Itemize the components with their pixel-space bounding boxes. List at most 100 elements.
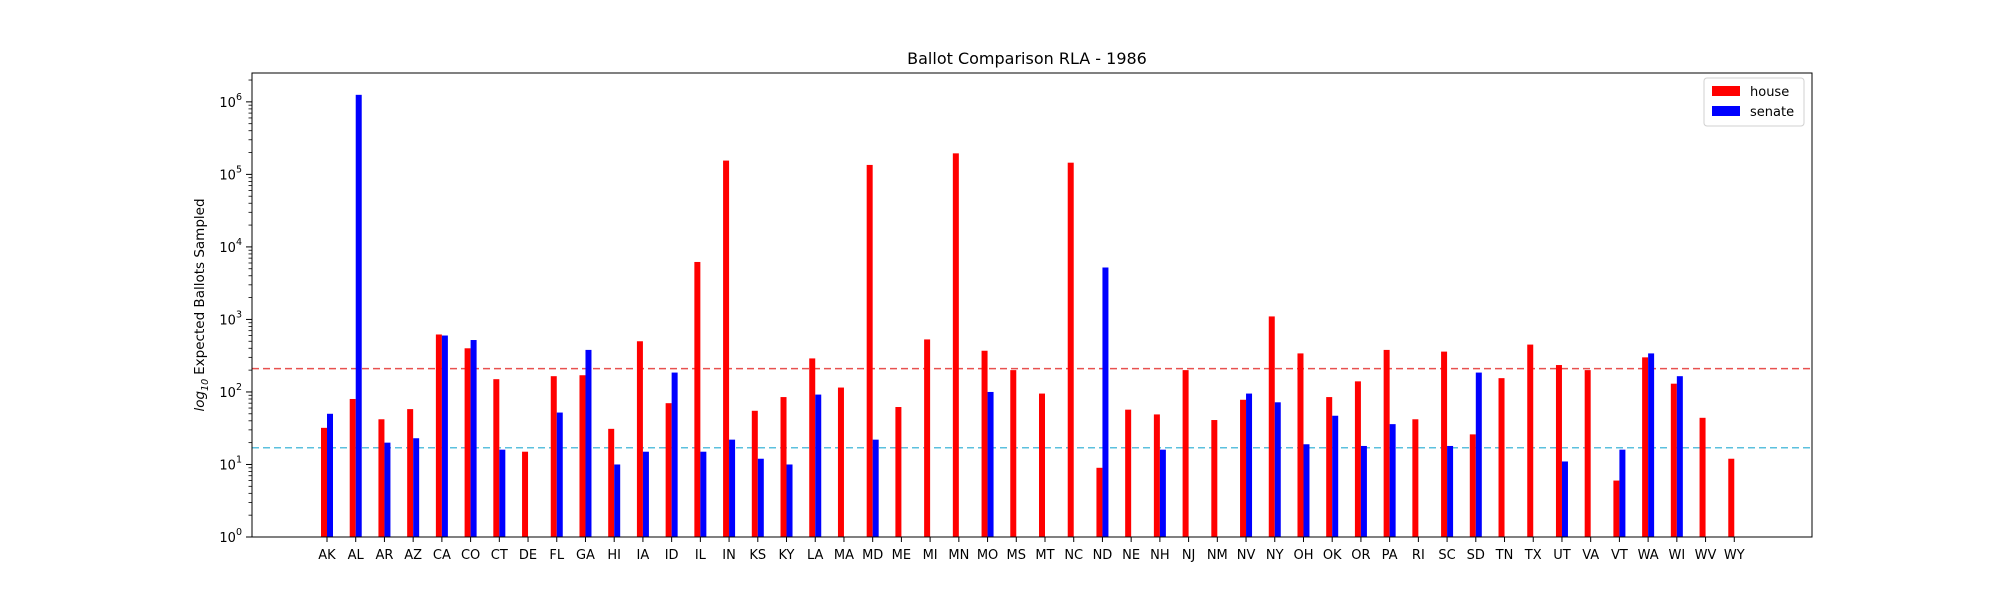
x-tick-label: SC — [1438, 548, 1455, 563]
x-tick-label: NH — [1150, 548, 1170, 563]
house-bar — [493, 379, 500, 537]
y-tick-label: 102 — [219, 382, 242, 401]
house-bar — [435, 334, 442, 537]
senate-bar — [499, 449, 506, 537]
house-bar — [780, 397, 787, 537]
x-tick-label: CO — [461, 548, 480, 563]
x-tick-label: IA — [637, 548, 650, 563]
legend-swatch-house — [1712, 86, 1740, 96]
x-tick-label: WY — [1724, 548, 1745, 563]
house-bar — [981, 350, 988, 537]
x-tick-label: IN — [722, 548, 736, 563]
y-tick-label: 104 — [219, 237, 242, 256]
x-tick-label: TN — [1495, 548, 1514, 563]
house-bar — [895, 407, 902, 537]
house-bar — [1153, 414, 1160, 537]
house-bar — [866, 164, 873, 538]
x-tick-label: VT — [1611, 548, 1628, 563]
x-tick-label: WV — [1695, 548, 1717, 563]
senate-bar — [585, 349, 592, 537]
house-bar — [1240, 399, 1247, 537]
house-bar — [321, 427, 327, 537]
senate-bar — [1332, 415, 1339, 537]
house-bar — [1326, 397, 1333, 537]
senate-bar — [1676, 376, 1683, 537]
senate-bar — [556, 412, 563, 537]
x-tick-label: ME — [892, 548, 911, 563]
x-tick-label: NE — [1122, 548, 1140, 563]
x-tick-label: CT — [491, 548, 508, 563]
x-tick-label: KY — [779, 548, 795, 563]
house-bar — [1354, 381, 1361, 537]
x-tick-label: NM — [1207, 548, 1228, 563]
x-tick-label: UT — [1553, 548, 1571, 563]
legend-label-senate: senate — [1750, 105, 1794, 120]
house-bar — [378, 419, 385, 537]
senate-bar — [1246, 393, 1253, 537]
x-tick-label: IL — [695, 548, 707, 563]
x-tick-label: GA — [576, 548, 595, 563]
house-bar — [1642, 357, 1649, 537]
x-tick-label: MT — [1035, 548, 1054, 563]
senate-bar — [1159, 449, 1166, 537]
house-bar — [837, 387, 844, 537]
senate-bar — [786, 464, 793, 537]
house-bar — [1067, 162, 1074, 537]
house-bar — [809, 358, 816, 537]
x-tick-label: PA — [1382, 548, 1398, 563]
x-tick-label: WA — [1638, 548, 1659, 563]
house-bar — [1555, 365, 1562, 537]
house-bar — [407, 409, 414, 537]
senate-bar — [1274, 402, 1281, 537]
x-tick-label: AZ — [404, 548, 422, 563]
x-tick-label: VA — [1582, 548, 1599, 563]
house-bar — [1412, 419, 1419, 537]
y-tick-label: 101 — [219, 454, 242, 473]
y-tick-label: 100 — [219, 527, 242, 546]
senate-bar — [355, 94, 362, 538]
house-bar — [751, 410, 758, 537]
senate-bar — [441, 335, 448, 537]
x-tick-label: NV — [1237, 548, 1256, 563]
senate-bar — [757, 458, 764, 537]
house-bar — [579, 375, 586, 537]
y-tick-label: 106 — [219, 92, 242, 111]
house-bar — [1211, 420, 1218, 537]
x-tick-label: ND — [1093, 548, 1113, 563]
house-bar — [464, 348, 471, 537]
senate-bar — [1648, 353, 1655, 537]
senate-bar — [1303, 444, 1310, 537]
house-bar — [1297, 353, 1304, 537]
senate-bar — [729, 439, 736, 537]
house-bar — [924, 339, 931, 537]
x-tick-label: CA — [433, 548, 451, 563]
senate-bar — [327, 413, 333, 537]
chart-title: Ballot Comparison RLA - 1986 — [907, 49, 1147, 68]
house-bar — [1670, 383, 1677, 537]
x-tick-label: MA — [834, 548, 854, 563]
x-tick-label: WI — [1668, 548, 1685, 563]
senate-bar — [642, 451, 649, 537]
house-bar — [1699, 417, 1706, 537]
house-bar — [349, 398, 356, 537]
senate-bar — [872, 439, 879, 537]
house-bar — [1010, 370, 1017, 537]
senate-bar — [1389, 424, 1396, 537]
plot-frame — [251, 72, 1813, 538]
senate-bar — [470, 340, 477, 537]
house-bar — [1584, 370, 1591, 537]
house-bar — [952, 153, 959, 537]
house-bar — [1613, 480, 1620, 537]
x-tick-label: NY — [1266, 548, 1284, 563]
house-bar — [723, 160, 730, 538]
y-tick-label: 105 — [219, 164, 242, 183]
x-tick-label: OH — [1293, 548, 1313, 563]
x-tick-label: AR — [375, 548, 393, 563]
house-bar — [1096, 467, 1103, 537]
senate-bar — [1475, 372, 1482, 537]
senate-bar — [1102, 267, 1109, 537]
x-tick-label: ID — [665, 548, 679, 563]
senate-bar — [1447, 445, 1454, 537]
